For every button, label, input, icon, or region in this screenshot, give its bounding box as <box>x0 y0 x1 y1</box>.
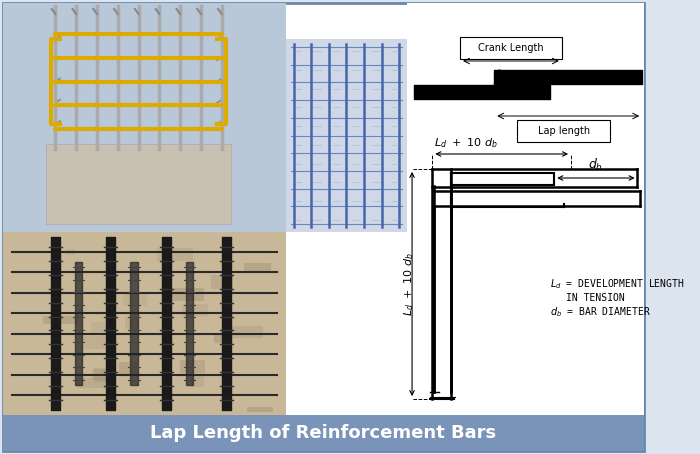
Bar <box>3 3 286 232</box>
Bar <box>246 382 270 390</box>
Polygon shape <box>494 70 550 99</box>
Bar <box>411 145 642 415</box>
Bar <box>80 330 96 336</box>
Bar <box>407 3 644 415</box>
Bar <box>197 357 211 365</box>
Bar <box>8 398 32 411</box>
Bar <box>57 265 77 277</box>
Bar <box>50 302 76 309</box>
Text: Lap Length of Reinforcement Bars: Lap Length of Reinforcement Bars <box>150 424 496 442</box>
Text: IN TENSION: IN TENSION <box>566 293 625 303</box>
Bar <box>46 144 231 224</box>
Bar <box>171 373 202 386</box>
Bar <box>58 385 68 393</box>
Bar <box>250 335 260 347</box>
Text: $d_b$ = BAR DIAMETER: $d_b$ = BAR DIAMETER <box>550 305 650 319</box>
Text: Lap length: Lap length <box>538 126 589 136</box>
Bar <box>3 232 286 415</box>
Bar <box>75 254 102 261</box>
Text: $L_d\ +\ 10\ d_b$: $L_d\ +\ 10\ d_b$ <box>402 252 416 316</box>
Bar <box>191 394 203 399</box>
Bar <box>10 350 25 363</box>
Bar <box>248 350 259 358</box>
Bar <box>286 39 407 232</box>
Bar <box>127 347 152 360</box>
Text: Crank Length: Crank Length <box>478 43 544 53</box>
Bar <box>66 399 78 407</box>
Bar <box>101 287 121 299</box>
Text: $d_b$: $d_b$ <box>589 157 603 173</box>
Bar <box>460 37 561 59</box>
Bar <box>3 415 644 451</box>
Text: $L_d\ +\ 10\ d_b$: $L_d\ +\ 10\ d_b$ <box>434 136 498 150</box>
Bar <box>234 279 260 285</box>
Bar <box>22 280 36 286</box>
Bar <box>4 339 25 350</box>
Bar <box>52 290 68 302</box>
Text: $L_d$ = DEVELOPMENT LENGTH: $L_d$ = DEVELOPMENT LENGTH <box>550 277 685 291</box>
Bar <box>517 120 610 142</box>
